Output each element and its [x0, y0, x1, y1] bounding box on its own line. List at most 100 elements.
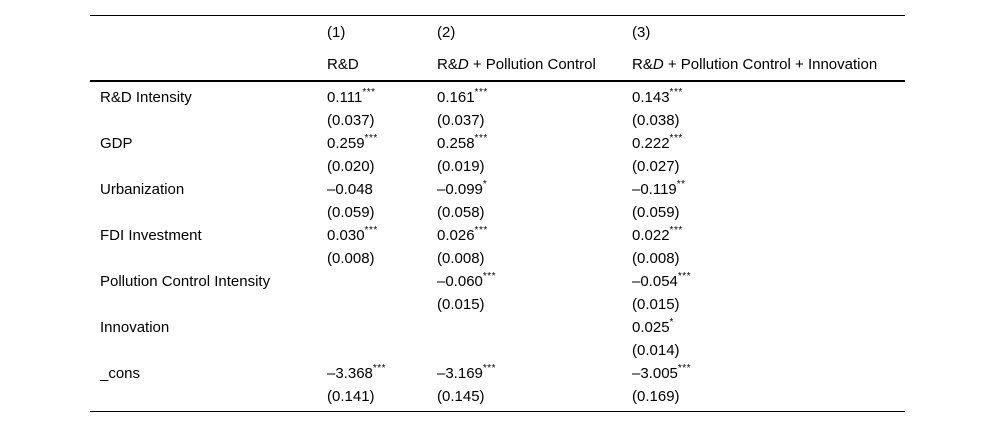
coefficient-cell: –3.169*** — [437, 362, 632, 385]
coefficient-cell: 0.143*** — [632, 81, 905, 109]
standard-error-cell-empty — [327, 293, 437, 316]
standard-error-row: (0.020) (0.019) (0.027) — [90, 155, 905, 178]
coefficient-cell-empty — [437, 316, 632, 339]
coefficient-cell: 0.161*** — [437, 81, 632, 109]
coefficient-row: GDP 0.259*** 0.258*** 0.222*** — [90, 132, 905, 155]
model-2-label: R&D + Pollution Control — [437, 48, 632, 82]
coefficient-cell: 0.259*** — [327, 132, 437, 155]
row-label: GDP — [100, 135, 133, 152]
coefficient-row: Innovation 0.025* — [90, 316, 905, 339]
header-spacer — [90, 48, 327, 82]
significance-stars: *** — [677, 363, 692, 374]
standard-error-cell: (0.037) — [437, 112, 485, 129]
coefficient-value: 0.030 — [327, 227, 365, 244]
coefficient-row: _cons –3.368*** –3.169*** –3.005*** — [90, 362, 905, 385]
significance-stars: *** — [474, 133, 488, 144]
significance-stars: *** — [362, 87, 376, 98]
standard-error-cell: (0.020) — [327, 158, 375, 175]
coefficient-value: –3.169 — [437, 365, 483, 382]
coefficient-value: –0.119 — [632, 181, 677, 198]
coefficient-value: –3.005 — [632, 365, 678, 382]
model-number-row: (1) (2) (3) — [90, 16, 905, 49]
coefficient-value: –3.368 — [327, 365, 373, 382]
model-1-number: (1) — [327, 23, 346, 41]
standard-error-cell: (0.141) — [327, 385, 437, 412]
significance-stars: *** — [372, 363, 387, 374]
standard-error-cell: (0.008) — [437, 250, 485, 267]
standard-error-row: (0.059) (0.058) (0.059) — [90, 201, 905, 224]
significance-stars: *** — [474, 87, 488, 98]
standard-error-cell-empty — [327, 339, 437, 362]
row-label-spacer — [90, 247, 327, 270]
standard-error-cell: (0.059) — [327, 204, 375, 221]
model-3-label-pre: R& — [632, 55, 653, 73]
standard-error-cell: (0.027) — [632, 158, 680, 175]
coefficient-cell: –3.368*** — [327, 362, 437, 385]
standard-error-cell: (0.008) — [327, 250, 375, 267]
standard-error-cell: (0.037) — [327, 112, 375, 129]
coefficient-value: –0.048 — [327, 181, 373, 198]
standard-error-cell: (0.015) — [632, 296, 680, 313]
model-2-label-post: + Pollution Control — [468, 55, 596, 73]
coefficient-value: –0.099 — [437, 181, 483, 198]
coefficient-value: –0.060 — [437, 273, 483, 290]
model-3-label-post: + Pollution Control + Innovation — [663, 55, 878, 73]
row-label-spacer — [90, 385, 327, 412]
model-2-number: (2) — [437, 23, 456, 41]
standard-error-cell: (0.059) — [632, 204, 680, 221]
standard-error-cell: (0.015) — [437, 296, 485, 313]
row-label: _cons — [100, 365, 141, 382]
regression-table: (1) (2) (3) R&D R&D + Pollution Control … — [90, 15, 905, 412]
standard-error-cell: (0.058) — [437, 204, 485, 221]
coefficient-cell: –0.048 — [327, 178, 437, 201]
standard-error-row: (0.015) (0.015) — [90, 293, 905, 316]
coefficient-cell: 0.030*** — [327, 224, 437, 247]
model-2-label-d-italic: D — [457, 55, 469, 73]
coefficient-cell: –3.005*** — [632, 362, 905, 385]
row-label-spacer — [90, 339, 327, 362]
coefficient-cell-empty — [327, 316, 437, 339]
coefficient-value: 0.258 — [437, 135, 475, 152]
significance-stars: *** — [482, 271, 497, 282]
coefficient-row: FDI Investment 0.030*** 0.026*** 0.022**… — [90, 224, 905, 247]
coefficient-cell: –0.060*** — [437, 270, 632, 293]
significance-stars: *** — [677, 271, 692, 282]
model-1-label-text: R&D — [327, 55, 359, 73]
standard-error-row: (0.141) (0.145) (0.169) — [90, 385, 905, 412]
coefficient-cell: –0.119** — [632, 178, 905, 201]
model-2-label-pre: R& — [437, 55, 458, 73]
coefficient-cell: 0.222*** — [632, 132, 905, 155]
model-1-label: R&D — [327, 48, 437, 82]
coefficient-value: 0.259 — [327, 135, 365, 152]
significance-stars: *** — [669, 133, 683, 144]
significance-stars: * — [482, 179, 488, 190]
significance-stars: *** — [364, 225, 378, 236]
table-header: (1) (2) (3) R&D R&D + Pollution Control … — [90, 16, 905, 82]
coefficient-cell: –0.099* — [437, 178, 632, 201]
significance-stars: ** — [676, 179, 686, 190]
standard-error-cell: (0.169) — [632, 385, 905, 412]
coefficient-value: 0.111 — [327, 89, 363, 106]
coefficient-row: R&D Intensity 0.111*** 0.161*** 0.143*** — [90, 81, 905, 109]
significance-stars: *** — [364, 133, 378, 144]
standard-error-cell: (0.019) — [437, 158, 485, 175]
coefficient-cell: 0.111*** — [327, 81, 437, 109]
coefficient-cell: 0.022*** — [632, 224, 905, 247]
coefficient-cell: 0.258*** — [437, 132, 632, 155]
coefficient-row: Pollution Control Intensity –0.060*** –0… — [90, 270, 905, 293]
coefficient-value: 0.025 — [632, 319, 670, 336]
coefficient-value: 0.026 — [437, 227, 475, 244]
coefficient-cell: 0.025* — [632, 316, 905, 339]
standard-error-cell-empty — [437, 339, 632, 362]
row-label: Pollution Control Intensity — [100, 273, 271, 290]
coefficient-value: 0.222 — [632, 135, 670, 152]
standard-error-row: (0.014) — [90, 339, 905, 362]
coefficient-value: 0.161 — [437, 89, 475, 106]
standard-error-cell: (0.145) — [437, 385, 632, 412]
coefficient-row: Urbanization –0.048 –0.099* –0.119** — [90, 178, 905, 201]
coefficient-cell: 0.026*** — [437, 224, 632, 247]
row-label: FDI Investment — [100, 227, 202, 244]
standard-error-cell: (0.008) — [632, 250, 680, 267]
model-3-label: R&D + Pollution Control + Innovation — [632, 48, 905, 82]
